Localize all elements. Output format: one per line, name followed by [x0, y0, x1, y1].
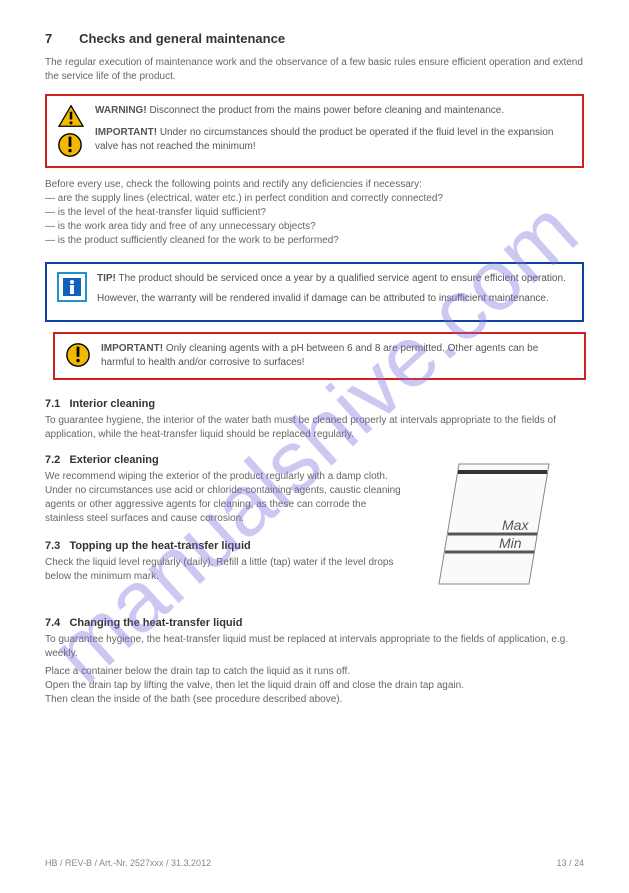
important-box: IMPORTANT! Only cleaning agents with a p… — [53, 332, 586, 380]
warning-text: Disconnect the product from the mains po… — [149, 105, 504, 116]
footer-left: HB / REV-B / Art.-Nr. 2527xxx / 31.3.201… — [45, 858, 211, 868]
tip-text-b: However, the warranty will be rendered i… — [97, 292, 572, 306]
sub4-step-c: Then clean the inside of the bath (see p… — [45, 693, 584, 707]
intro-text: The regular execution of maintenance wor… — [45, 56, 584, 84]
sub1-num: 7.1 — [45, 398, 60, 410]
max-label: Max — [502, 517, 529, 533]
pretest-line3: — is the work area tidy and free of any … — [45, 220, 584, 234]
info-icon — [57, 272, 87, 302]
sub4-num: 7.4 — [45, 617, 60, 629]
caution-circle-icon — [57, 132, 83, 158]
sub3-text: Check the liquid level regularly (daily)… — [45, 556, 404, 584]
important-text: Under no circumstances should the produc… — [95, 127, 553, 152]
pretest-line1: — are the supply lines (electrical, wate… — [45, 192, 584, 206]
sub2-title: Exterior cleaning — [69, 454, 158, 466]
important2-label: IMPORTANT! — [101, 343, 163, 354]
tip-box: TIP! The product should be serviced once… — [45, 262, 584, 322]
pretest-line2: — is the level of the heat-transfer liqu… — [45, 206, 584, 220]
sub4-text: To guarantee hygiene, the heat-transfer … — [45, 633, 584, 661]
warning-triangle-icon — [57, 104, 85, 128]
tip-label: TIP! — [97, 273, 116, 284]
min-label: Min — [499, 535, 522, 551]
tip-text-a: The product should be serviced once a ye… — [119, 273, 566, 284]
footer-right: 13 / 24 — [556, 858, 584, 868]
section-title: Checks and general maintenance — [79, 31, 285, 46]
sub4-title: Changing the heat-transfer liquid — [69, 617, 242, 629]
caution-circle-icon — [65, 342, 91, 368]
maxmin-figure: Max Min — [424, 454, 564, 594]
pretest-heading: Before every use, check the following po… — [45, 178, 584, 192]
sub4-step-b: Open the drain tap by lifting the valve,… — [45, 679, 584, 693]
sub2-num: 7.2 — [45, 454, 60, 466]
sub3-num: 7.3 — [45, 540, 60, 552]
section-number: 7 — [45, 31, 52, 46]
pretest-line4: — is the product sufficiently cleaned fo… — [45, 234, 584, 248]
sub1-title: Interior cleaning — [69, 398, 155, 410]
sub4-step-a: Place a container below the drain tap to… — [45, 665, 584, 679]
sub2-text: We recommend wiping the exterior of the … — [45, 470, 404, 526]
warning-label: WARNING! — [95, 105, 147, 116]
warning-box: WARNING! Disconnect the product from the… — [45, 94, 584, 168]
sub3-title: Topping up the heat-transfer liquid — [69, 540, 250, 552]
sub1-text: To guarantee hygiene, the interior of th… — [45, 414, 584, 442]
important-label: IMPORTANT! — [95, 127, 157, 138]
important2-text: Only cleaning agents with a pH between 6… — [101, 343, 538, 368]
